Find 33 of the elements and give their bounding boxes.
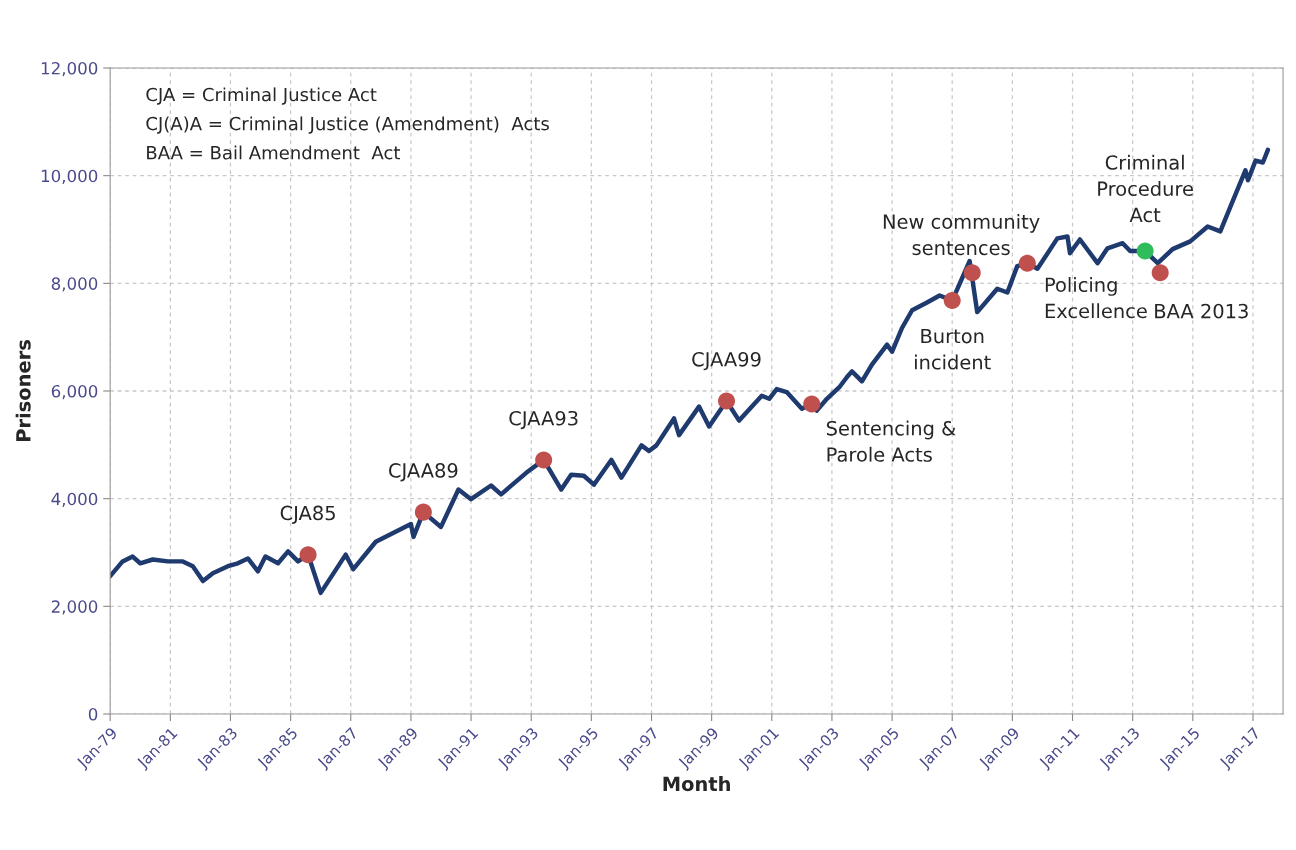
point [1151,264,1169,282]
annotation: CJAA99 [692,351,761,371]
annotation: CJ(A)A = Criminal Justice (Amendment) Acts [146,116,549,134]
point [414,503,432,521]
line-series [110,147,1271,596]
annotation: CJAA89 [389,463,458,482]
annotation: New community sentences [883,213,1040,256]
y-tick-label: 12,000 [41,61,98,77]
x-axis-title: Month [663,776,730,792]
annotation: BAA 2013 [1155,303,1248,319]
y-tick-label: 2,000 [51,600,98,615]
point [535,451,553,469]
annotation: CJA = Criminal Justice Act [146,87,377,105]
annotation: CJAA93 [509,410,578,430]
annotation: Policing Excellence [1045,277,1147,319]
point [943,292,961,310]
y-axis-title: Prisoners [15,340,31,442]
point [963,264,981,282]
point [718,392,736,410]
point [299,546,317,564]
annotation: Criminal Procedure Act [1098,154,1193,223]
y-tick-label: 6,000 [51,384,98,400]
annotation: CJA85 [280,505,335,524]
point [1136,242,1154,260]
annotation: Sentencing & Parole Acts [826,420,956,462]
point [1018,254,1036,272]
annotation: BAA = Bail Amendment Act [147,145,401,160]
y-tick-label: 4,000 [51,492,98,507]
annotation: Burton incident [915,328,991,370]
y-tick-label: 10,000 [41,169,98,184]
y-tick-label: 0 [88,707,98,721]
y-tick-label: 8,000 [51,277,98,292]
point [803,395,821,413]
